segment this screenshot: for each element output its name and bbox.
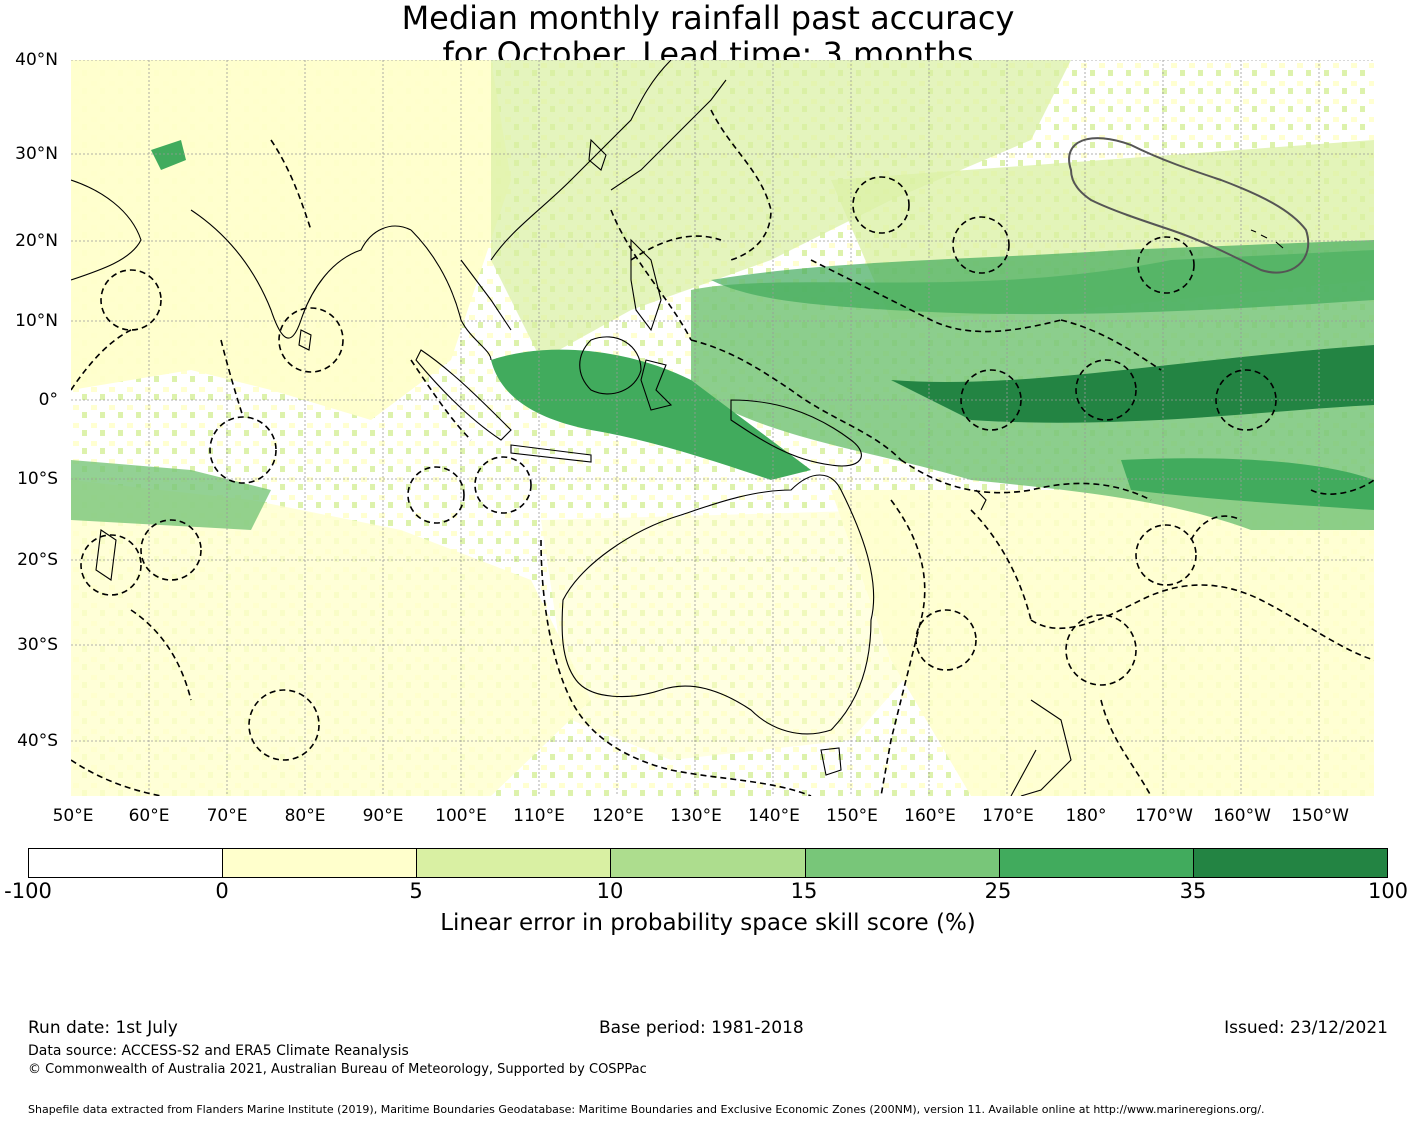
coast-new-zealand <box>1010 699 1072 796</box>
colorbar-segment-4 <box>611 849 806 877</box>
lat-label-30n: 30°N <box>15 144 58 164</box>
lon-label-160w: 160°W <box>1213 806 1271 826</box>
lon-label-100e: 100°E <box>435 806 487 826</box>
coast-india <box>190 209 412 339</box>
lat-label-40s: 40°S <box>17 731 58 751</box>
eez-boundaries <box>71 109 1374 796</box>
lon-label-110e: 110°E <box>513 806 565 826</box>
colorbar-segment-1 <box>29 849 224 877</box>
lon-label-170w: 170°W <box>1135 806 1193 826</box>
lat-label-40n: 40°N <box>15 50 58 70</box>
coast-hawaii <box>1250 229 1284 249</box>
coast-korea <box>588 138 607 171</box>
coast-java <box>510 444 592 463</box>
issued-date: Issued: 23/12/2021 <box>1224 1018 1388 1038</box>
data-source: Data source: ACCESS-S2 and ERA5 Climate … <box>28 1043 409 1059</box>
coast-sri-lanka <box>298 329 312 351</box>
colorbar-segment-3 <box>417 849 612 877</box>
lat-label-10s: 10°S <box>17 469 58 489</box>
skill-field-asia <box>491 60 1071 360</box>
band-indian-south-west <box>71 460 271 530</box>
colorbar-segment-7 <box>1193 849 1387 877</box>
coast-australia <box>561 474 875 735</box>
colorbar-tick-100: 100 <box>1367 879 1409 903</box>
lon-label-120e: 120°E <box>592 806 644 826</box>
lat-label-10n: 10°N <box>15 311 58 331</box>
band-maritime-continent <box>491 349 811 480</box>
coast-sulawesi <box>640 359 673 411</box>
graticule <box>71 60 1374 796</box>
coast-china <box>490 60 672 261</box>
band-north-pacific <box>711 240 1374 315</box>
colorbar-tick-10: 10 <box>596 879 624 903</box>
band-south-pacific-inner <box>1121 458 1374 510</box>
skill-map <box>71 60 1374 796</box>
band-equatorial-pacific-inner <box>891 345 1374 423</box>
coast-philippines <box>630 238 662 332</box>
lon-label-80e: 80°E <box>284 806 326 826</box>
lon-label-180: 180° <box>1065 806 1107 826</box>
coast-japan <box>610 79 727 191</box>
lat-label-20s: 20°S <box>17 550 58 570</box>
colorbar-tick-minus100: -100 <box>4 879 52 903</box>
coast-indochina <box>410 229 512 361</box>
colorbar-tick-35: 35 <box>1179 879 1207 903</box>
lon-label-170e: 170°E <box>982 806 1034 826</box>
coastlines <box>71 60 1284 796</box>
colorbar-tick-25: 25 <box>984 879 1012 903</box>
colorbar-label: Linear error in probability space skill … <box>440 910 976 936</box>
coast-borneo <box>579 336 642 395</box>
lon-label-160e: 160°E <box>904 806 956 826</box>
lat-label-30s: 30°S <box>17 635 58 655</box>
colorbar-segment-2 <box>223 849 418 877</box>
lon-label-150w: 150°W <box>1291 806 1349 826</box>
run-date: Run date: 1st July <box>28 1018 178 1038</box>
lat-label-equator: 0° <box>38 390 58 410</box>
map-title-line1: Median monthly rainfall past accuracy <box>401 0 1015 37</box>
hawaii-eez <box>1068 137 1310 274</box>
lon-label-130e: 130°E <box>670 806 722 826</box>
coast-arabia <box>71 179 142 281</box>
lon-label-140e: 140°E <box>748 806 800 826</box>
lon-label-60e: 60°E <box>128 806 170 826</box>
skill-field-australia <box>541 510 921 760</box>
colorbar <box>28 848 1388 878</box>
colorbar-segment-6 <box>999 849 1194 877</box>
coast-tasmania <box>820 747 842 776</box>
colorbar-segment-5 <box>805 849 1000 877</box>
colorbar-tick-15: 15 <box>790 879 818 903</box>
skill-bands <box>71 140 1374 530</box>
lon-label-150e: 150°E <box>826 806 878 826</box>
coast-fiji <box>975 489 987 511</box>
map-title: Median monthly rainfall past accuracy fo… <box>0 0 1416 72</box>
coast-new-guinea <box>730 399 862 467</box>
shapefile-credit: Shapefile data extracted from Flanders M… <box>28 1103 1265 1116</box>
coast-madagascar <box>95 529 117 581</box>
copyright: © Commonwealth of Australia 2021, Austra… <box>28 1062 647 1077</box>
lon-label-70e: 70°E <box>206 806 248 826</box>
colorbar-tick-0: 0 <box>215 879 229 903</box>
skill-field-pacific-south <box>831 490 1374 796</box>
base-period: Base period: 1981-2018 <box>599 1018 804 1038</box>
coast-sumatra <box>415 349 512 441</box>
colorbar-tick-5: 5 <box>409 879 423 903</box>
lon-label-50e: 50°E <box>52 806 94 826</box>
lat-label-20n: 20°N <box>15 231 58 251</box>
lon-label-90e: 90°E <box>362 806 404 826</box>
band-tibet-patch <box>151 140 186 170</box>
